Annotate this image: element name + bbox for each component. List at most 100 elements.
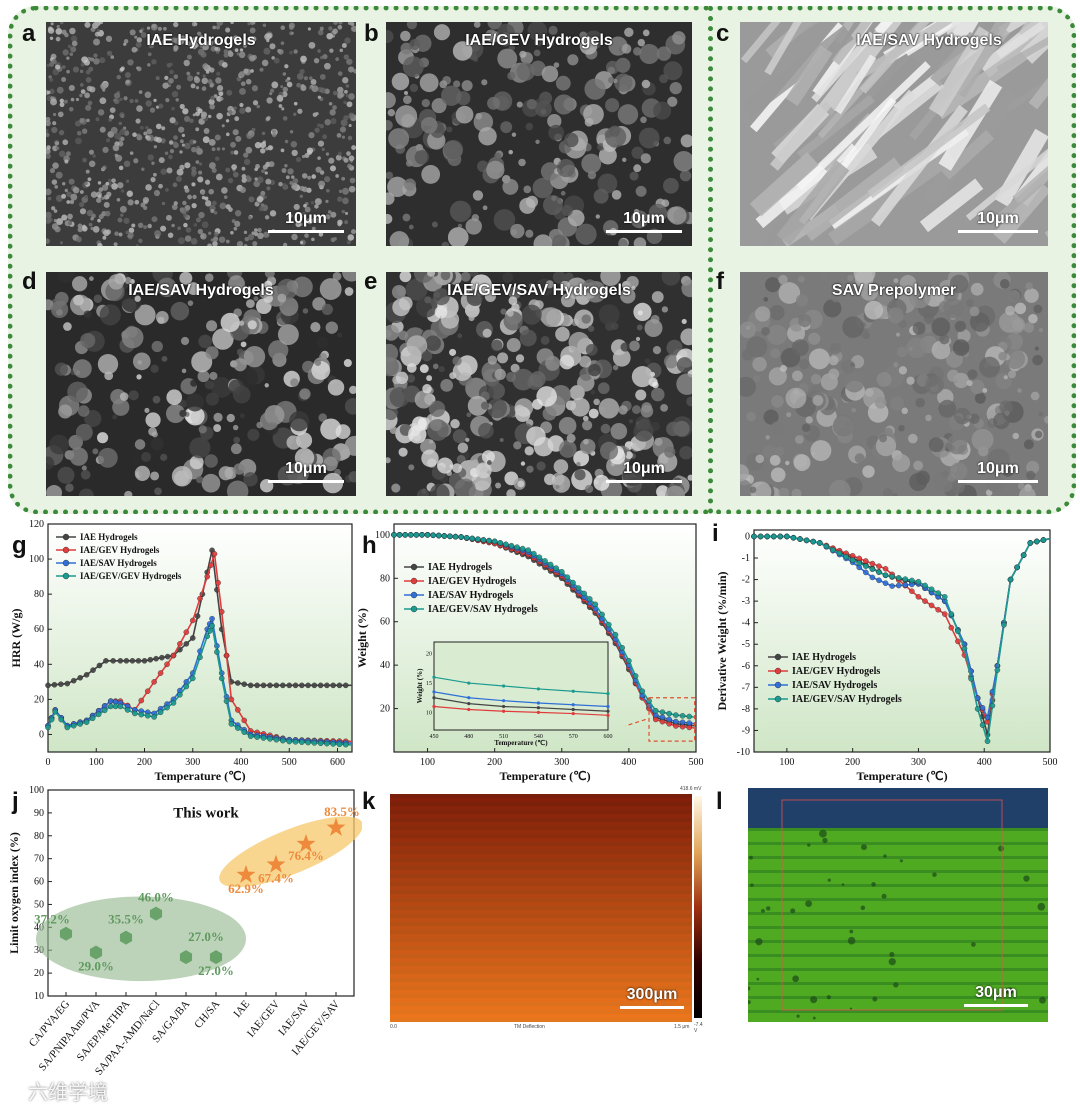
series-point xyxy=(652,707,659,714)
texture-mark xyxy=(508,296,518,306)
texture-mark xyxy=(842,316,864,338)
texture-mark xyxy=(473,22,481,28)
texture-mark xyxy=(102,82,109,89)
texture-mark xyxy=(86,209,94,217)
texture-mark xyxy=(123,160,131,168)
texture-mark xyxy=(654,437,663,446)
texture-mark xyxy=(651,291,664,303)
texture-mark xyxy=(197,31,202,36)
texture-mark xyxy=(765,435,770,440)
texture-mark xyxy=(301,173,308,179)
texture-mark xyxy=(187,282,200,296)
texture-mark xyxy=(244,236,249,242)
afm-stripe xyxy=(390,966,692,970)
texture-mark xyxy=(771,395,784,408)
texture-mark xyxy=(68,221,73,226)
texture-mark xyxy=(864,388,874,397)
texture-mark xyxy=(311,361,331,380)
series-point xyxy=(882,565,889,572)
sem-image-c xyxy=(740,22,1048,246)
series-point xyxy=(396,532,403,538)
texture-mark xyxy=(297,108,303,114)
texture-mark xyxy=(256,176,264,184)
optical-speck xyxy=(750,883,754,888)
texture-mark xyxy=(514,404,525,415)
texture-mark xyxy=(453,80,461,88)
texture-mark xyxy=(58,130,65,136)
legend-marker xyxy=(774,681,782,689)
texture-mark xyxy=(243,345,266,368)
series-point xyxy=(292,739,299,745)
texture-mark xyxy=(906,337,927,359)
texture-mark xyxy=(441,241,450,246)
series-point xyxy=(197,595,203,602)
series-point xyxy=(542,558,548,564)
texture-mark xyxy=(230,22,234,25)
texture-mark xyxy=(344,89,348,94)
texture-mark xyxy=(529,371,546,388)
data-point-hexagon xyxy=(89,945,103,960)
texture-mark xyxy=(542,406,557,421)
texture-mark xyxy=(438,366,445,373)
texture-mark xyxy=(879,434,888,443)
texture-mark xyxy=(508,286,522,300)
panel-label-l: l xyxy=(716,788,723,815)
texture-mark xyxy=(154,191,158,195)
texture-mark xyxy=(310,201,315,205)
texture-mark xyxy=(1028,49,1048,110)
inset-point xyxy=(432,690,436,694)
texture-mark xyxy=(206,320,218,332)
texture-mark xyxy=(625,451,633,459)
texture-mark xyxy=(173,74,179,80)
texture-mark xyxy=(785,22,877,42)
series-point xyxy=(117,657,124,664)
texture-mark xyxy=(314,127,320,133)
texture-mark xyxy=(178,237,185,245)
texture-mark xyxy=(68,178,75,185)
texture-mark xyxy=(635,336,641,342)
texture-mark xyxy=(204,196,209,201)
series-point xyxy=(519,545,526,552)
series-point xyxy=(218,675,225,682)
texture-mark xyxy=(215,173,223,181)
afm-stripe xyxy=(390,854,692,858)
afm-panel: 418.6 mV -7.4 V 0.0 TM Deflection 1.5 μm… xyxy=(384,786,704,1034)
series-point xyxy=(317,682,324,689)
texture-mark xyxy=(344,287,354,296)
texture-mark xyxy=(135,118,141,124)
texture-mark xyxy=(213,412,223,422)
texture-mark xyxy=(346,240,351,245)
texture-mark xyxy=(487,96,500,110)
texture-mark xyxy=(226,413,235,423)
texture-mark xyxy=(421,116,438,134)
y-tick-label: 40 xyxy=(380,660,390,671)
afm-stripe xyxy=(390,978,692,982)
texture-mark xyxy=(284,139,289,144)
texture-mark xyxy=(112,414,118,420)
series-point xyxy=(52,708,59,715)
scale-label-c: 10μm xyxy=(977,210,1019,227)
texture-mark xyxy=(465,33,470,38)
texture-mark xyxy=(50,300,69,318)
series-point xyxy=(110,657,116,664)
texture-mark xyxy=(99,304,121,326)
series-point xyxy=(138,697,145,704)
texture-mark xyxy=(211,167,217,173)
texture-mark xyxy=(954,407,971,425)
series-point xyxy=(151,714,157,720)
texture-mark xyxy=(316,336,329,349)
texture-mark xyxy=(343,115,349,121)
texture-mark xyxy=(575,223,597,245)
texture-mark xyxy=(63,99,68,104)
series-point xyxy=(586,596,593,602)
texture-mark xyxy=(98,187,104,192)
texture-mark xyxy=(191,22,197,27)
texture-mark xyxy=(199,162,203,166)
texture-mark xyxy=(282,242,288,246)
series-point xyxy=(103,657,109,664)
texture-mark xyxy=(101,166,106,171)
series-point xyxy=(70,722,77,729)
texture-mark xyxy=(46,238,50,244)
texture-mark xyxy=(332,90,338,96)
